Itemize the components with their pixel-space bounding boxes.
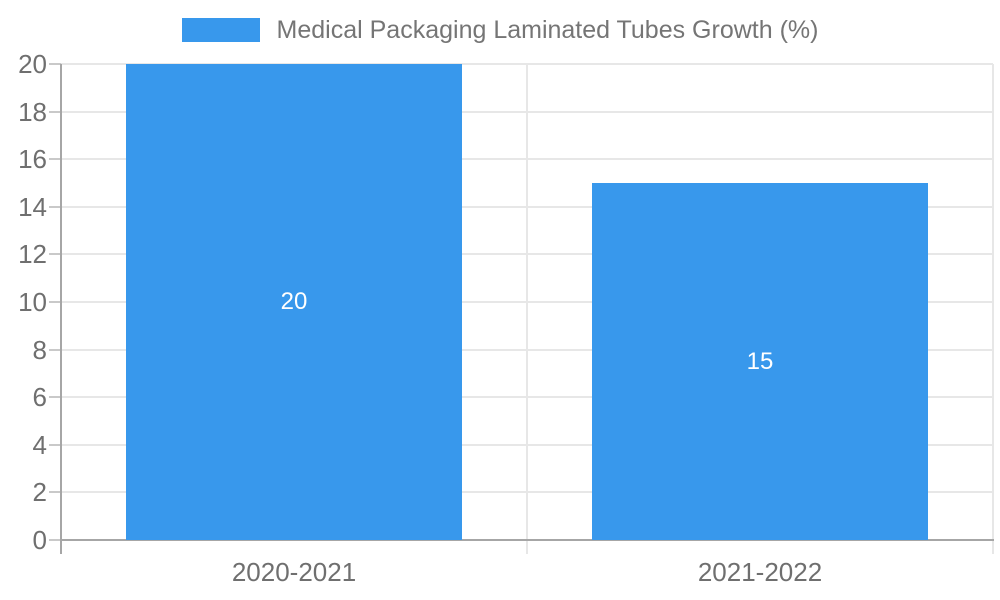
y-tick-12 [49, 253, 61, 256]
y-tick-2 [49, 491, 61, 494]
y-tick-label: 16 [18, 144, 47, 175]
y-tick-label: 4 [32, 429, 47, 460]
x-category-label: 2021-2022 [697, 557, 823, 587]
y-tick-18 [49, 110, 61, 113]
legend-swatch [181, 18, 260, 42]
y-tick-label: 8 [32, 334, 47, 365]
bar-2021-2022[interactable] [592, 183, 928, 540]
y-tick-label: 10 [18, 287, 47, 317]
y-tick-label: 6 [32, 382, 47, 413]
y-tick-label: 20 [18, 49, 47, 79]
y-tick-0 [49, 539, 61, 541]
y-tick-20 [49, 63, 61, 65]
y-axis-line [60, 64, 62, 554]
y-tick-10 [49, 301, 61, 303]
plot-right-edge-line [992, 64, 994, 554]
y-tick-8 [49, 348, 61, 351]
x-category-label: 2020-2021 [231, 557, 357, 587]
y-tick-label: 14 [18, 191, 47, 222]
bar-value-label: 20 [280, 288, 308, 315]
bar-value-label: 15 [746, 347, 774, 375]
y-tick-6 [49, 396, 61, 399]
category-divider-line [526, 64, 528, 554]
legend-label: Medical Packaging Laminated Tubes Growth… [276, 16, 819, 44]
y-tick-4 [49, 443, 61, 446]
y-tick-label: 18 [18, 96, 47, 127]
y-tick-16 [49, 158, 61, 161]
y-tick-label: 12 [18, 239, 47, 270]
y-tick-label: 2 [32, 477, 47, 508]
bar-2020-2021[interactable] [126, 64, 462, 540]
chart-legend[interactable]: Medical Packaging Laminated Tubes Growth… [0, 16, 1000, 44]
x-axis-baseline [60, 539, 994, 541]
y-tick-14 [49, 205, 61, 208]
y-tick-label: 0 [32, 525, 47, 555]
